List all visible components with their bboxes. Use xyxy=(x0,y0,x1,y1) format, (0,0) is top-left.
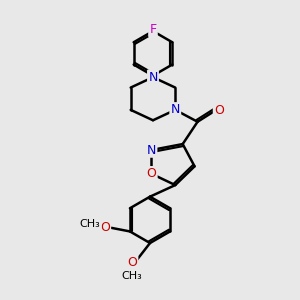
Text: N: N xyxy=(171,103,180,116)
Text: CH₃: CH₃ xyxy=(122,271,142,281)
Text: O: O xyxy=(127,256,137,269)
Text: N: N xyxy=(147,143,156,157)
Text: N: N xyxy=(148,71,158,84)
Text: O: O xyxy=(146,167,156,180)
Text: CH₃: CH₃ xyxy=(80,219,101,229)
Text: O: O xyxy=(100,221,110,234)
Text: F: F xyxy=(149,23,157,36)
Text: O: O xyxy=(214,104,224,117)
